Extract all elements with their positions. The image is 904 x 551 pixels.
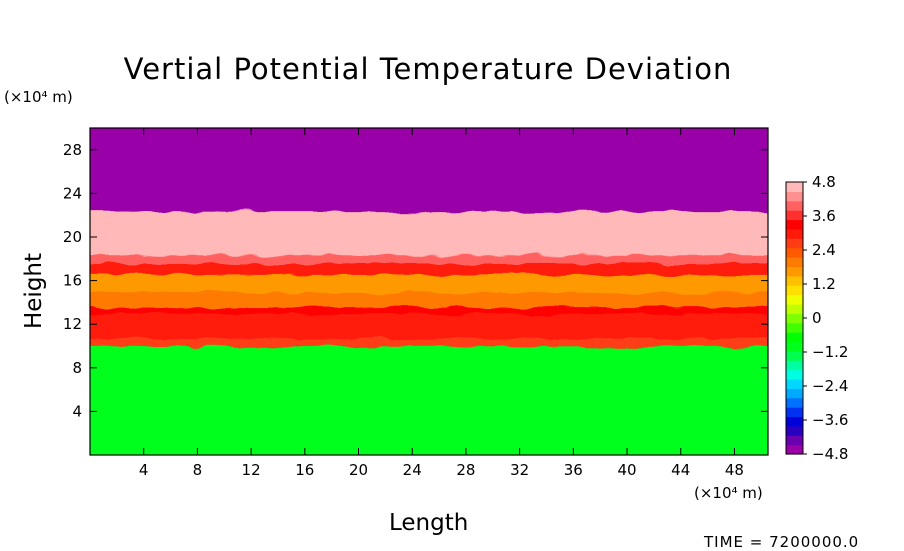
colorbar-swatch-28 [786, 182, 803, 192]
colorbar-label-8: −4.8 [812, 445, 848, 463]
y-tick-label-6: 28 [63, 141, 82, 159]
colorbar-label-7: −3.6 [812, 411, 848, 429]
x-tick-label-8: 36 [564, 461, 583, 479]
colorbar-label-6: −2.4 [812, 377, 848, 395]
y-tick-label-2: 12 [63, 315, 82, 333]
x-axis-title: Length [389, 510, 469, 536]
colorbar-swatch-8 [786, 369, 803, 380]
x-axis: 4 8 12 16 20 24 28 32 36 40 44 48 [139, 128, 744, 479]
y-tick-label-3: 16 [63, 272, 82, 290]
colorbar-swatch-22 [786, 238, 803, 249]
x-tick-label-1: 8 [193, 461, 203, 479]
colorbar-label-1: 3.6 [812, 207, 836, 225]
x-tick-label-9: 40 [617, 461, 636, 479]
x-tick-label-10: 44 [671, 461, 690, 479]
colorbar-swatch-11 [786, 341, 803, 352]
colorbar-swatch-15 [786, 303, 803, 314]
y-tick-label-0: 4 [72, 402, 82, 420]
colorbar-label-3: 1.2 [812, 275, 836, 293]
x-tick-label-2: 12 [242, 461, 261, 479]
colorbar-swatch-18 [786, 275, 803, 286]
chart-title: Vertial Potential Temperature Deviation [123, 52, 733, 86]
colorbar-label-4: 0 [812, 309, 822, 327]
colorbar-swatch-19 [786, 266, 803, 277]
colorbar-swatch-13 [786, 322, 803, 333]
colorbar-swatch-7 [786, 378, 803, 389]
colorbar-swatch-20 [786, 257, 803, 268]
colorbar-swatch-23 [786, 228, 803, 239]
plot-frame [89, 127, 769, 456]
colorbar: 4.8 3.6 2.4 1.2 0 −1.2 −2.4 −3.6 −4.8 [785, 173, 848, 463]
x-tick-label-6: 28 [456, 461, 475, 479]
colorbar-swatch-4 [786, 407, 803, 418]
y-axis-unit: (×10⁴ m) [4, 88, 73, 106]
colorbar-swatch-2 [786, 425, 803, 436]
colorbar-swatch-5 [786, 397, 803, 408]
colorbar-swatch-6 [786, 388, 803, 399]
x-tick-label-4: 20 [349, 461, 368, 479]
colorbar-swatch-26 [786, 200, 803, 211]
x-tick-label-0: 4 [139, 461, 149, 479]
heatmap-layer-0 [90, 340, 768, 455]
colorbar-swatch-14 [786, 313, 803, 324]
colorbar-swatch-25 [786, 210, 803, 221]
colorbar-swatch-1 [786, 435, 803, 446]
heatmap-layer-8 [90, 205, 768, 256]
colorbar-swatch-10 [786, 350, 803, 361]
y-tick-label-4: 20 [63, 228, 82, 246]
x-tick-label-3: 16 [295, 461, 314, 479]
colorbar-swatch-27 [786, 191, 803, 202]
colorbar-swatch-21 [786, 247, 803, 258]
x-axis-unit: (×10⁴ m) [694, 484, 763, 502]
colorbar-swatch-9 [786, 360, 803, 371]
y-tick-label-5: 24 [63, 184, 82, 202]
colorbar-swatch-24 [786, 219, 803, 230]
colorbar-swatch-0 [786, 444, 803, 455]
x-tick-label-11: 48 [725, 461, 744, 479]
x-tick-label-7: 32 [510, 461, 529, 479]
colorbar-swatch-16 [786, 294, 803, 305]
x-tick-label-5: 24 [403, 461, 422, 479]
y-axis: 4 8 12 16 20 24 28 [63, 141, 768, 420]
heatmap-layer-9 [90, 128, 768, 212]
colorbar-swatch-12 [786, 332, 803, 343]
y-tick-label-1: 8 [72, 359, 82, 377]
colorbar-label-2: 2.4 [812, 241, 836, 259]
colorbar-swatch-3 [786, 416, 803, 427]
colorbar-label-0: 4.8 [812, 173, 836, 191]
colorbar-swatch-17 [786, 285, 803, 296]
heatmap-layers [90, 128, 768, 455]
colorbar-label-5: −1.2 [812, 343, 848, 361]
